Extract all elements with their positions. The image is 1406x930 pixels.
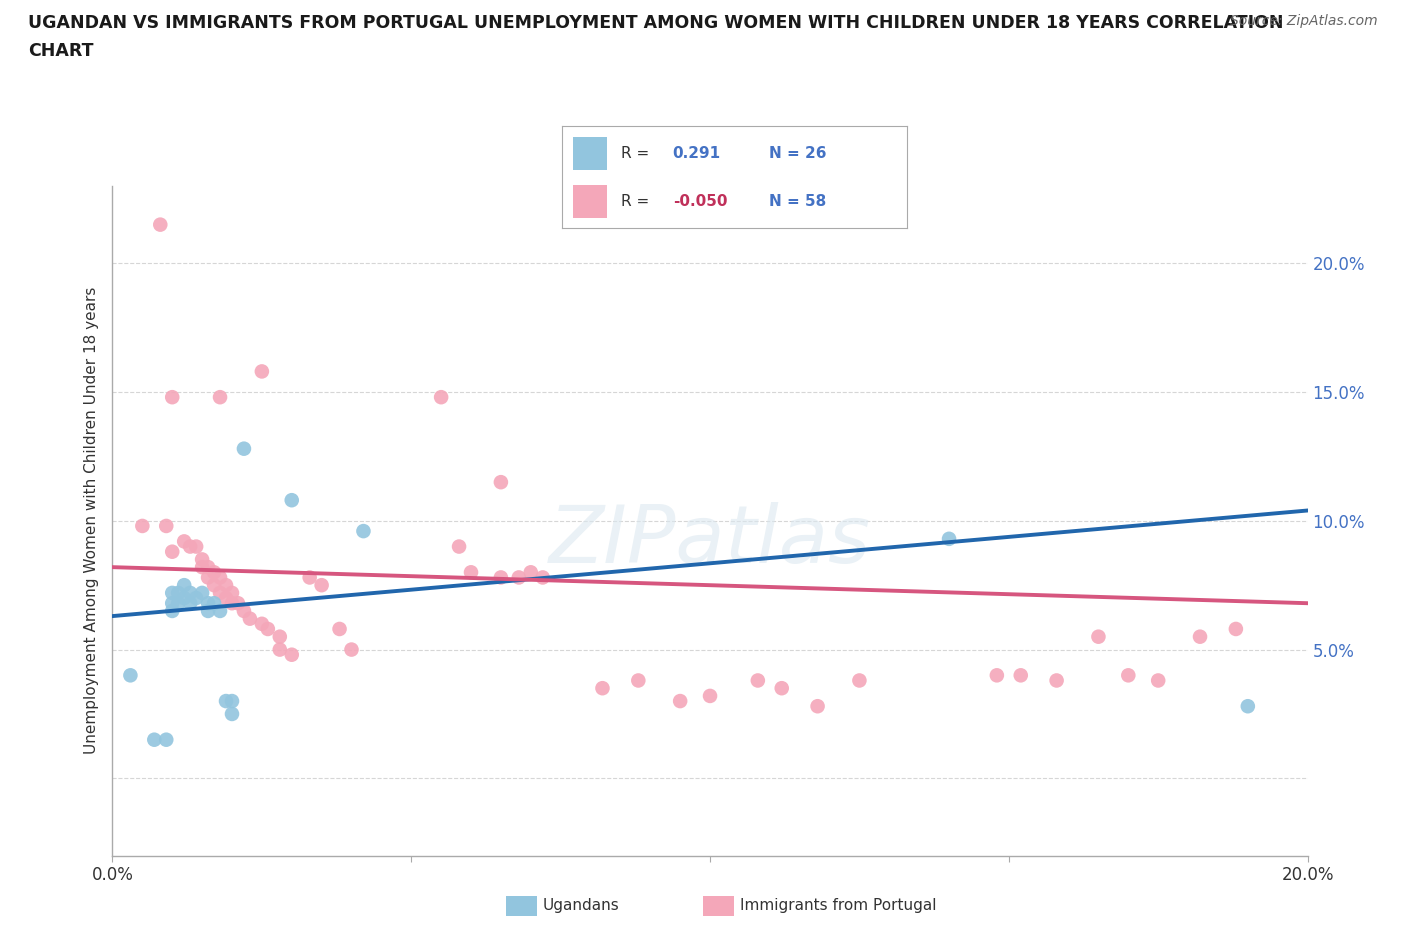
Point [328, 621, 352, 636]
Point [149, 218, 172, 232]
Point [531, 570, 554, 585]
Point [352, 524, 374, 538]
Text: Source: ZipAtlas.com: Source: ZipAtlas.com [1230, 14, 1378, 28]
Point [162, 390, 183, 405]
Point [215, 578, 238, 592]
Text: -0.050: -0.050 [672, 193, 727, 208]
Point [1118, 668, 1140, 683]
Point [202, 565, 225, 579]
Point [173, 591, 195, 605]
Point [269, 630, 291, 644]
Point [215, 694, 238, 709]
Point [239, 611, 262, 626]
Point [520, 565, 543, 579]
Point [1225, 621, 1247, 636]
Point [186, 591, 208, 605]
Point [747, 673, 769, 688]
Point [208, 586, 231, 601]
Point [167, 586, 190, 601]
Point [1189, 630, 1212, 644]
Point [173, 534, 195, 549]
Point [489, 570, 512, 585]
Text: CHART: CHART [28, 42, 94, 60]
Point [120, 668, 142, 683]
Point [208, 604, 231, 618]
Point [489, 474, 512, 489]
Point [162, 604, 183, 618]
Point [250, 364, 273, 379]
Text: Ugandans: Ugandans [543, 898, 620, 913]
Point [938, 531, 960, 546]
Point [340, 642, 363, 657]
Point [162, 544, 183, 559]
Point [155, 732, 177, 747]
Point [986, 668, 1008, 683]
Point [208, 390, 231, 405]
Point [281, 647, 304, 662]
Bar [572, 185, 607, 218]
Point [208, 570, 231, 585]
Point [162, 586, 183, 601]
Point [191, 586, 214, 601]
Point [221, 596, 243, 611]
Text: ZIPatlas: ZIPatlas [548, 502, 872, 580]
Text: N = 26: N = 26 [769, 146, 827, 161]
Point [1237, 698, 1260, 713]
Point [592, 681, 614, 696]
Point [186, 539, 208, 554]
Point [1087, 630, 1109, 644]
Bar [572, 137, 607, 169]
Point [311, 578, 333, 592]
Point [447, 539, 470, 554]
Text: UGANDAN VS IMMIGRANTS FROM PORTUGAL UNEMPLOYMENT AMONG WOMEN WITH CHILDREN UNDER: UGANDAN VS IMMIGRANTS FROM PORTUGAL UNEM… [28, 14, 1284, 32]
Point [197, 596, 219, 611]
Point [143, 732, 166, 747]
Point [269, 642, 291, 657]
Text: N = 58: N = 58 [769, 193, 827, 208]
Point [848, 673, 870, 688]
Point [179, 539, 201, 554]
Text: R =: R = [621, 146, 650, 161]
Point [669, 694, 692, 709]
Text: 0.291: 0.291 [672, 146, 721, 161]
Point [221, 694, 243, 709]
Point [770, 681, 793, 696]
Point [191, 560, 214, 575]
Point [202, 596, 225, 611]
Point [226, 596, 249, 611]
Point [215, 591, 238, 605]
Point [197, 560, 219, 575]
Point [1147, 673, 1170, 688]
Point [179, 586, 201, 601]
Text: R =: R = [621, 193, 650, 208]
Point [1010, 668, 1032, 683]
Point [508, 570, 530, 585]
Point [281, 493, 304, 508]
Point [197, 604, 219, 618]
Point [1045, 673, 1069, 688]
Point [191, 552, 214, 567]
Point [197, 570, 219, 585]
Text: Immigrants from Portugal: Immigrants from Portugal [740, 898, 936, 913]
Point [699, 688, 721, 703]
Point [430, 390, 453, 405]
Y-axis label: Unemployment Among Women with Children Under 18 years: Unemployment Among Women with Children U… [84, 287, 100, 754]
Point [221, 707, 243, 722]
Point [221, 586, 243, 601]
Point [202, 578, 225, 592]
Point [627, 673, 650, 688]
Point [162, 596, 183, 611]
Point [179, 596, 201, 611]
Point [807, 698, 830, 713]
Point [173, 578, 195, 592]
Point [460, 565, 482, 579]
Point [298, 570, 321, 585]
Point [131, 519, 153, 534]
Point [232, 604, 256, 618]
Point [257, 621, 280, 636]
Point [167, 596, 190, 611]
Point [232, 441, 256, 456]
Point [155, 519, 177, 534]
Point [250, 617, 273, 631]
